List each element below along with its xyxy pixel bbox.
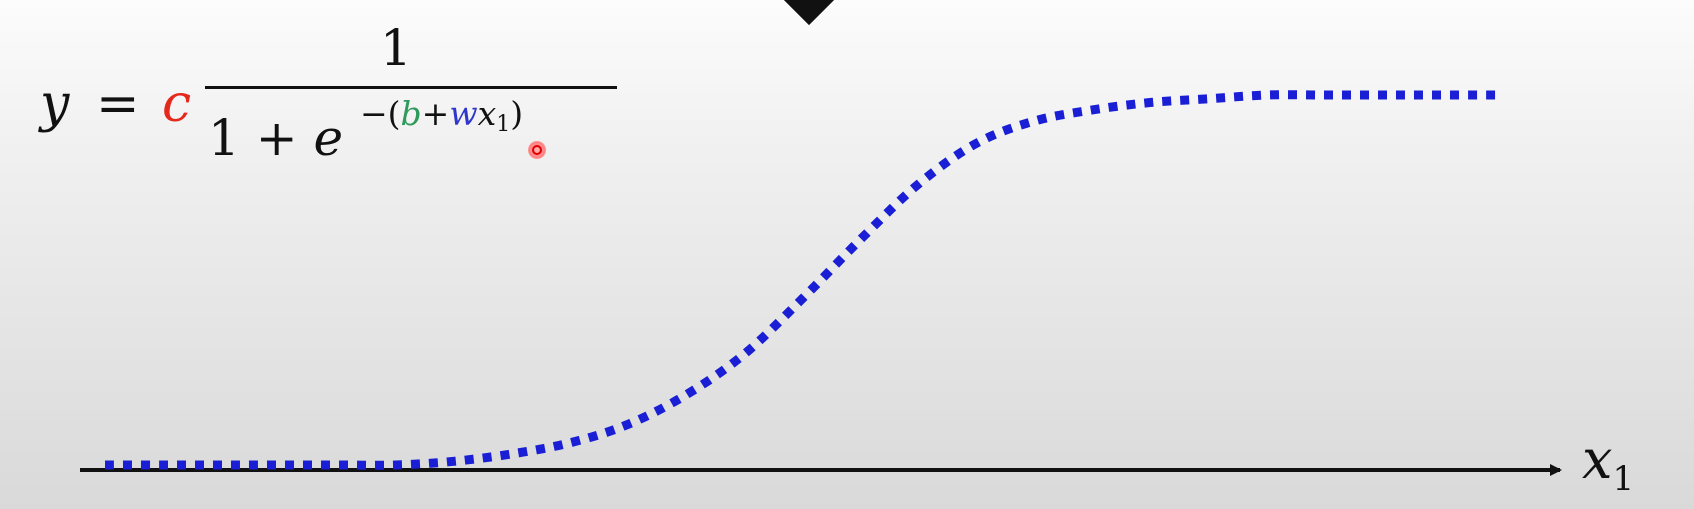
formula-y: y [40, 74, 70, 134]
denominator-prefix: 1 + [208, 109, 314, 167]
fraction-bar [205, 86, 617, 89]
formula-c: c [162, 74, 192, 134]
exp-x-sub: 1 [496, 112, 511, 137]
x-axis-label: x1 [1582, 430, 1634, 509]
x-axis-label-sub: 1 [1612, 459, 1635, 499]
exp-x: x [477, 94, 497, 133]
formula-equals: = [96, 74, 140, 134]
exp-minus-paren: −( [360, 94, 401, 133]
sigmoid-formula: y = c 1 1 + e −(b+wx1) [40, 18, 617, 168]
exp-close: ) [510, 94, 524, 133]
exp-b: b [400, 94, 422, 133]
formula-e: e [313, 109, 344, 167]
formula-numerator: 1 [380, 19, 412, 77]
pointer-cursor-icon [528, 141, 546, 159]
sigmoid-curve [105, 90, 1500, 470]
exp-w: w [449, 94, 478, 133]
formula-exponent: −(b+wx1) [360, 94, 523, 145]
formula-denominator: 1 + e [208, 108, 343, 168]
x-axis-label-x: x [1582, 428, 1613, 491]
exp-plus: + [421, 94, 450, 133]
